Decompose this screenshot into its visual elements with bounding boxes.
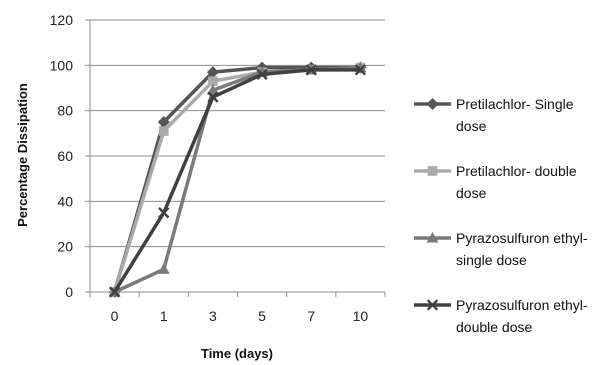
triangle-icon bbox=[426, 232, 439, 243]
y-tick-label: 60 bbox=[57, 148, 73, 164]
x-icon bbox=[426, 299, 439, 311]
x-tick-label: 10 bbox=[353, 308, 369, 324]
y-tick-label: 120 bbox=[50, 12, 74, 28]
legend-item-1: Pretilachlor- Single dose bbox=[414, 96, 574, 134]
legend-item-3: Pyrazosulfuron ethyl-single dose bbox=[414, 230, 588, 268]
x-tick-label: 7 bbox=[307, 308, 315, 324]
axes bbox=[85, 19, 386, 297]
legend-label: Pretilachlor- Single bbox=[456, 96, 574, 112]
x-tick-label: 5 bbox=[258, 308, 266, 324]
legend-item-4: Pyrazosulfuron ethyl-double dose bbox=[414, 297, 588, 335]
data-point bbox=[158, 207, 170, 219]
y-tick-label: 0 bbox=[65, 284, 73, 300]
legend-label: dose bbox=[456, 185, 487, 201]
data-point bbox=[206, 84, 219, 95]
legend-label: single dose bbox=[456, 252, 527, 268]
legend-item-2: Pretilachlor- double dose bbox=[414, 163, 577, 201]
y-axis-title: Percentage Dissipation bbox=[15, 83, 30, 227]
data-point bbox=[208, 76, 218, 86]
data-point bbox=[207, 91, 219, 103]
legend-label: Pretilachlor- double bbox=[456, 163, 577, 179]
data-point bbox=[256, 68, 268, 81]
legend-label: Pyrazosulfuron ethyl- bbox=[456, 297, 588, 313]
x-tick-label: 0 bbox=[111, 308, 119, 324]
y-tick-label: 100 bbox=[50, 57, 74, 73]
diamond-icon bbox=[426, 98, 439, 110]
x-tick-labels: 0 1 3 5 7 10 bbox=[111, 308, 369, 324]
data-point bbox=[206, 66, 219, 79]
series-lines bbox=[108, 61, 367, 298]
y-tick-label: 40 bbox=[57, 193, 73, 209]
legend-label: Pyrazosulfuron ethyl- bbox=[456, 230, 588, 246]
y-tick-labels: 0 20 40 60 80 100 120 bbox=[50, 12, 74, 300]
data-point bbox=[108, 286, 121, 298]
series-line bbox=[112, 65, 361, 293]
data-point bbox=[158, 126, 169, 136]
y-tick-label: 80 bbox=[57, 103, 73, 119]
data-point bbox=[305, 64, 317, 76]
x-tick-label: 1 bbox=[160, 308, 168, 324]
square-icon bbox=[427, 166, 438, 176]
legend-label: double dose bbox=[456, 319, 533, 335]
data-point bbox=[157, 116, 170, 128]
series-4 bbox=[108, 64, 367, 298]
y-tick-label: 20 bbox=[57, 239, 73, 255]
data-point bbox=[354, 64, 367, 76]
data-point bbox=[157, 263, 170, 274]
x-axis-title: Time (days) bbox=[201, 346, 273, 361]
legend-label: dose bbox=[456, 118, 487, 134]
series-line bbox=[113, 68, 361, 293]
x-tick-label: 3 bbox=[209, 308, 217, 324]
